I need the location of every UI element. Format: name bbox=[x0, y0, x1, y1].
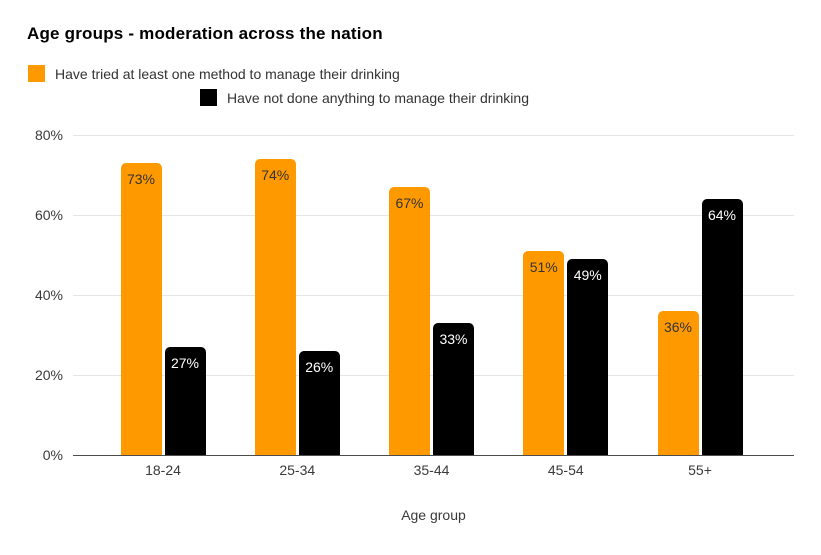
bar-tried-18-24: 73% bbox=[120, 163, 162, 455]
x-tick-label: 55+ bbox=[688, 462, 712, 478]
bar-not-done-55+: 64% bbox=[701, 199, 743, 455]
bar-value-label: 36% bbox=[663, 319, 693, 335]
x-axis-title: Age group bbox=[401, 507, 466, 523]
bar-value-label: 73% bbox=[126, 171, 156, 187]
bar-value-label: 26% bbox=[305, 359, 334, 375]
legend-item-tried: Have tried at least one method to manage… bbox=[28, 65, 400, 82]
bar-value-label: 33% bbox=[439, 331, 468, 347]
bar-tried-45-54: 51% bbox=[523, 251, 565, 455]
bar-value-label: 64% bbox=[707, 207, 737, 223]
bar-not-done-35-44: 33% bbox=[433, 323, 474, 455]
bar-value-label: 49% bbox=[573, 267, 602, 283]
x-tick-label: 18-24 bbox=[145, 462, 181, 478]
bar-tried-25-34: 74% bbox=[254, 159, 296, 455]
gridline bbox=[73, 135, 794, 136]
bar-not-done-45-54: 49% bbox=[567, 259, 609, 455]
legend-label-tried: Have tried at least one method to manage… bbox=[55, 65, 400, 82]
y-tick-label: 0% bbox=[42, 447, 63, 463]
bar-value-label: 51% bbox=[529, 259, 558, 275]
legend-label-not-done: Have not done anything to manage their d… bbox=[227, 89, 529, 106]
legend-item-not-done: Have not done anything to manage their d… bbox=[200, 89, 529, 106]
gridline bbox=[73, 295, 794, 296]
bar-not-done-25-34: 26% bbox=[298, 351, 340, 455]
x-tick-label: 45-54 bbox=[547, 462, 584, 478]
chart-title: Age groups - moderation across the natio… bbox=[27, 24, 383, 43]
y-tick-label: 20% bbox=[34, 367, 63, 383]
y-tick-label: 40% bbox=[34, 287, 63, 303]
x-axis-line bbox=[73, 455, 794, 456]
gridline bbox=[73, 215, 794, 216]
y-tick-label: 80% bbox=[34, 127, 63, 143]
legend-swatch-black-icon bbox=[200, 89, 217, 106]
x-tick-label: 25-34 bbox=[279, 462, 316, 478]
y-tick-label: 60% bbox=[34, 207, 63, 223]
bar-tried-55+: 36% bbox=[657, 311, 699, 455]
bar-value-label: 74% bbox=[261, 167, 290, 183]
bar-value-label: 67% bbox=[395, 195, 424, 211]
bar-not-done-18-24: 27% bbox=[164, 347, 206, 455]
x-tick-label: 35-44 bbox=[413, 462, 450, 478]
bar-value-label: 27% bbox=[170, 355, 200, 371]
bar-tried-35-44: 67% bbox=[389, 187, 430, 455]
legend-swatch-orange-icon bbox=[28, 65, 45, 82]
